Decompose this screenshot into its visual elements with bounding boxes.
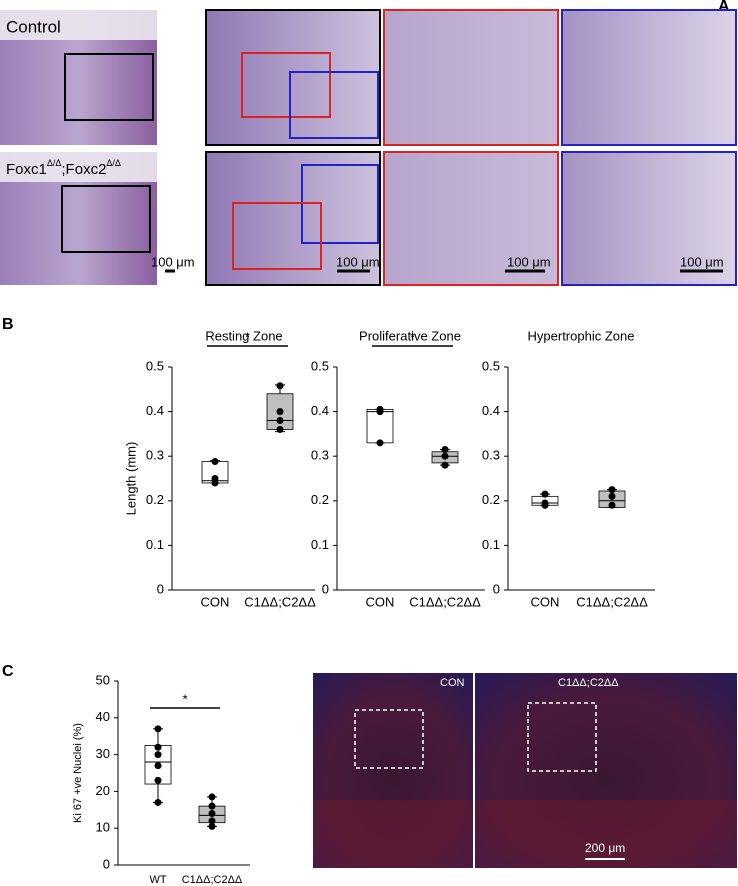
x-tick-label: C1ΔΔ;C2ΔΔ: [244, 594, 316, 609]
y-tick-label: 0.4: [482, 403, 500, 418]
y-tick-label: 0: [493, 581, 500, 596]
data-point: [608, 492, 616, 500]
x-tick-label: WT: [149, 874, 166, 886]
zoom-boxes: [61, 52, 379, 270]
data-point: [154, 798, 162, 806]
data-point: [541, 501, 549, 509]
x-tick-label: C1ΔΔ;C2ΔΔ: [409, 594, 481, 609]
data-point: [376, 439, 384, 447]
data-point: [608, 501, 616, 509]
data-point: [154, 725, 162, 733]
image-label: CON: [440, 677, 465, 689]
y-tick-label: 0: [157, 581, 164, 596]
y-tick-label: 0.2: [311, 492, 329, 507]
y-tick-label: 0.1: [311, 537, 329, 552]
chart-title: Resting Zone: [205, 328, 282, 343]
data-point: [276, 382, 284, 390]
y-tick-label: 30: [96, 746, 110, 761]
histology-image: [205, 151, 381, 286]
x-tick-label: C1ΔΔ;C2ΔΔ: [576, 594, 648, 609]
x-tick-label: CON: [201, 594, 230, 609]
chart-title: Hypertrophic Zone: [528, 328, 635, 343]
data-point: [208, 822, 216, 830]
y-tick-label: 0.3: [482, 448, 500, 463]
data-point: [276, 417, 284, 425]
image-label: Foxc1Δ/Δ;Foxc2Δ/Δ: [6, 158, 121, 178]
panel-a: A Control Foxc1Δ/Δ;Foxc2Δ/Δ 100 μm 100 μ…: [0, 0, 737, 286]
chart-title: Proliferative Zone: [359, 328, 461, 343]
fluorescence-image: CON C1ΔΔ;C2ΔΔ 200 μm: [313, 673, 737, 868]
histology-image: [205, 9, 381, 146]
y-tick-label: 20: [96, 783, 110, 798]
data-point: [208, 809, 216, 817]
scale-label: 100 μm: [336, 254, 380, 269]
scale-label: 100 μm: [507, 254, 551, 269]
data-point: [441, 446, 449, 454]
significance-label: *: [182, 691, 187, 706]
y-tick-label: 0.4: [311, 403, 329, 418]
y-tick-label: 0.5: [482, 358, 500, 373]
background: [0, 10, 157, 40]
y-tick-label: 0: [322, 581, 329, 596]
significance-label: *: [410, 329, 415, 344]
y-tick-label: 50: [96, 672, 110, 687]
histology-image: [561, 151, 737, 286]
data-point: [154, 751, 162, 759]
y-tick-label: 0.1: [482, 537, 500, 552]
data-point: [608, 486, 616, 494]
y-tick-label: 40: [96, 709, 110, 724]
data-point: [154, 776, 162, 784]
panel-label: B: [2, 316, 14, 333]
background: [0, 152, 157, 182]
data-point: [376, 408, 384, 416]
image-label: C1ΔΔ;C2ΔΔ: [558, 677, 619, 689]
scale-label: 200 μm: [585, 841, 625, 855]
x-tick-label: CON: [366, 594, 395, 609]
data-point: [441, 461, 449, 469]
y-axis-label: Ki 67 +ve Nuclei (%): [72, 723, 84, 823]
data-point: [208, 817, 216, 825]
y-tick-label: 0.4: [146, 403, 164, 418]
data-point: [276, 408, 284, 416]
y-tick-label: 0: [103, 856, 110, 871]
y-axis-label: Length (mm): [123, 442, 138, 516]
y-tick-label: 0.5: [146, 358, 164, 373]
histology-image: [383, 9, 559, 146]
scale-label: 100 μm: [151, 254, 195, 269]
y-tick-label: 0.1: [146, 537, 164, 552]
x-tick-label: CON: [531, 594, 560, 609]
data-point: [541, 490, 549, 498]
data-point: [276, 425, 284, 433]
data-point: [154, 743, 162, 751]
scale-label: 100 μm: [680, 254, 724, 269]
y-tick-label: 0.3: [146, 448, 164, 463]
y-tick-label: 0.5: [311, 358, 329, 373]
data-point: [211, 458, 219, 466]
histology-image: [383, 151, 559, 286]
y-tick-label: 0.2: [482, 492, 500, 507]
significance-label: *: [245, 329, 250, 344]
image-label: Control: [6, 17, 61, 36]
data-point: [441, 452, 449, 460]
data-point: [154, 762, 162, 770]
y-tick-label: 0.3: [311, 448, 329, 463]
y-tick-label: 10: [96, 820, 110, 835]
y-tick-label: 0.2: [146, 492, 164, 507]
x-tick-label: C1ΔΔ;C2ΔΔ: [182, 874, 243, 886]
panel-label: C: [2, 663, 14, 680]
histology-image: [561, 9, 737, 146]
data-point: [208, 802, 216, 810]
data-point: [208, 793, 216, 801]
data-point: [211, 479, 219, 487]
